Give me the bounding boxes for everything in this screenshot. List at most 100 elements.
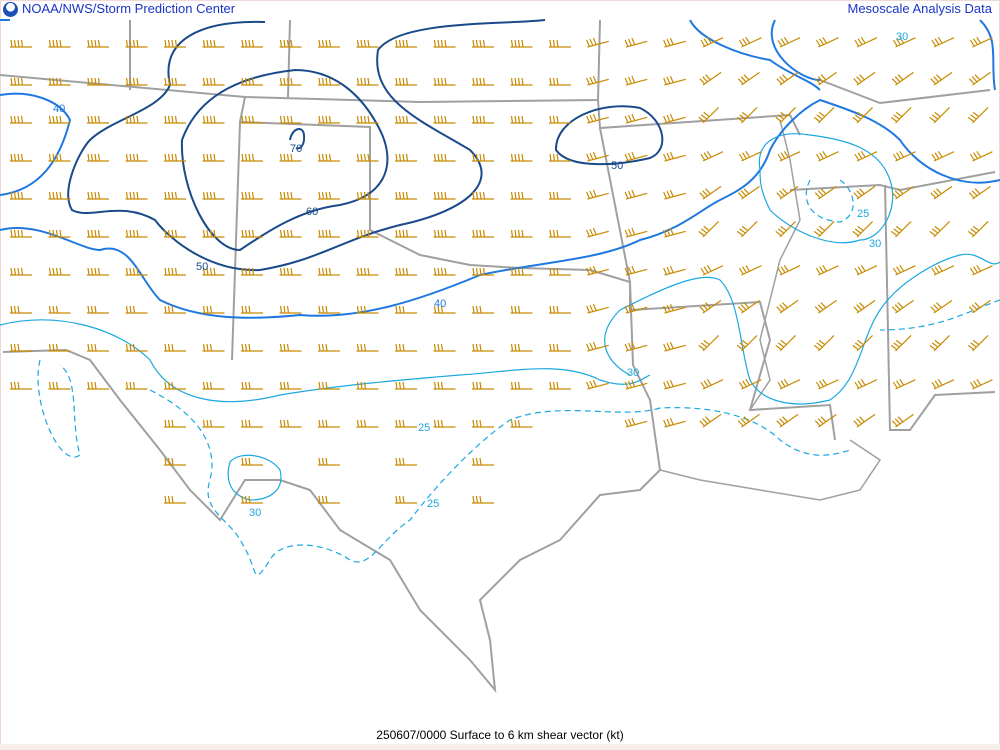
wind-barb xyxy=(395,419,417,428)
wind-barb xyxy=(87,229,109,238)
wind-barb xyxy=(663,417,686,428)
wind-barb xyxy=(815,150,839,162)
wind-barb xyxy=(930,299,953,314)
wind-barb xyxy=(395,495,417,504)
wind-barb xyxy=(737,185,760,200)
wind-barb xyxy=(202,419,225,428)
wind-barb xyxy=(549,381,571,390)
contour-labels: 40 70 60 50 50 40 30 25 30 25 30 25 30 xyxy=(53,31,908,519)
wind-barb xyxy=(969,36,993,48)
wind-barb xyxy=(318,39,340,48)
wind-barb xyxy=(395,381,417,390)
wind-barb xyxy=(164,191,186,200)
wind-barb xyxy=(777,150,801,162)
wind-barb xyxy=(815,264,839,276)
wind-barb xyxy=(433,267,456,276)
wind-barb xyxy=(775,221,796,238)
contour-40 xyxy=(0,19,1000,319)
wind-barb xyxy=(738,378,762,390)
river-coast-lines xyxy=(659,119,882,501)
wind-barb xyxy=(892,150,916,162)
wind-barb xyxy=(241,457,263,466)
wind-barb xyxy=(395,305,417,314)
wind-barb xyxy=(586,113,609,124)
wind-barb xyxy=(241,39,263,48)
wind-barb xyxy=(356,419,379,428)
wind-barb xyxy=(624,303,648,314)
wind-barb xyxy=(472,153,494,162)
wind-barb xyxy=(164,305,186,314)
wind-barb xyxy=(777,264,801,276)
wind-barb xyxy=(472,457,494,466)
wind-barb xyxy=(777,36,801,48)
wind-barb xyxy=(699,185,722,200)
wind-barb xyxy=(279,267,302,276)
wind-barb xyxy=(87,115,109,124)
wind-barb xyxy=(356,115,379,124)
wind-barb xyxy=(472,343,494,352)
wind-barb xyxy=(318,343,340,352)
wind-barb xyxy=(356,153,379,162)
wind-barb xyxy=(931,150,955,162)
wind-barb xyxy=(968,71,991,86)
wind-barb xyxy=(202,381,225,390)
wind-barb xyxy=(586,151,609,162)
wind-barb xyxy=(87,191,109,200)
noaa-logo xyxy=(3,2,18,17)
wind-barb xyxy=(776,71,799,86)
wind-barb xyxy=(549,267,571,276)
wind-barb xyxy=(891,299,914,314)
wind-barb xyxy=(549,343,571,352)
wind-barb xyxy=(892,264,916,276)
wind-barb xyxy=(700,264,724,276)
wind-barb xyxy=(891,413,914,428)
wind-barb xyxy=(699,413,722,428)
wind-barb xyxy=(700,150,724,162)
wind-barb xyxy=(852,221,873,238)
wind-barb xyxy=(87,381,109,390)
contour-label: 70 xyxy=(290,143,302,155)
wind-barb xyxy=(395,153,417,162)
wind-barb xyxy=(738,36,762,48)
wind-barb xyxy=(586,227,609,238)
wind-barb xyxy=(356,39,379,48)
wind-barb xyxy=(892,378,916,390)
wind-barb xyxy=(164,39,186,48)
wind-barb xyxy=(87,305,109,314)
wind-barb xyxy=(202,191,225,200)
wind-barb xyxy=(10,77,32,86)
wind-barb xyxy=(125,191,148,200)
wind-barb xyxy=(472,191,494,200)
wind-barb xyxy=(549,77,571,86)
footer-bar xyxy=(0,744,1000,750)
wind-barb xyxy=(10,153,32,162)
wind-barb xyxy=(663,189,686,200)
wind-barb xyxy=(356,229,379,238)
wind-barb xyxy=(10,343,32,352)
wind-barb xyxy=(202,229,225,238)
wind-barb xyxy=(586,75,609,86)
wind-barb xyxy=(318,229,340,238)
wind-barb xyxy=(854,36,878,48)
wind-barb xyxy=(586,265,609,276)
wind-barb xyxy=(814,299,837,314)
wind-barb xyxy=(624,37,648,48)
wind-barb xyxy=(700,36,724,48)
wind-barb xyxy=(929,335,950,352)
wind-barb xyxy=(164,229,186,238)
contour-label: 30 xyxy=(869,238,881,250)
wind-barb xyxy=(736,221,758,238)
wind-barb xyxy=(815,378,839,390)
wind-barb xyxy=(10,115,32,124)
contour-label: 50 xyxy=(196,261,208,273)
wind-barb xyxy=(624,341,648,352)
wind-barb xyxy=(663,75,686,86)
wind-barb xyxy=(279,39,302,48)
wind-barb xyxy=(967,107,989,124)
wind-barb xyxy=(433,191,456,200)
contour-label: 40 xyxy=(53,103,65,115)
wind-barb xyxy=(48,153,71,162)
wind-barb xyxy=(202,343,225,352)
wind-barb xyxy=(930,71,953,86)
wind-barb xyxy=(279,115,302,124)
